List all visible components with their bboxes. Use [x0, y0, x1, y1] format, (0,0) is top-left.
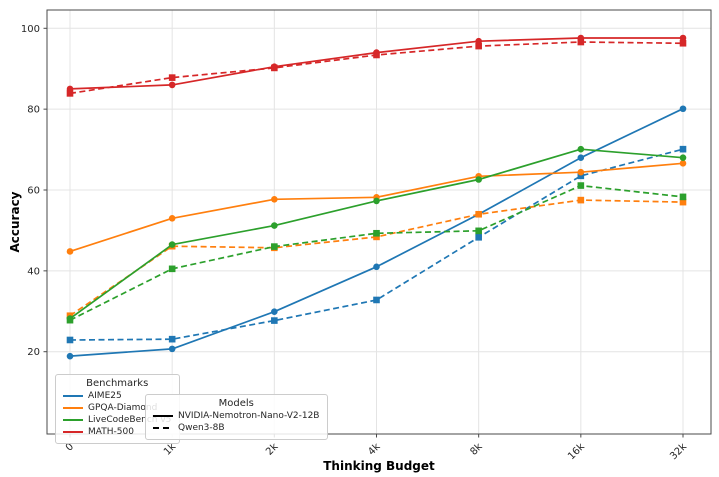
data-point-livecodebench-v5-dashed	[168, 265, 176, 273]
y-tick-label: 60	[27, 186, 40, 197]
x-tick-label: 8k	[468, 441, 485, 458]
data-point-math-500-solid	[168, 81, 176, 89]
x-axis-title: Thinking Budget	[323, 459, 435, 473]
benchmarks-legend-title: Benchmarks	[86, 378, 149, 389]
legend-item-livecodebench-v5: LiveCodeBench v5	[63, 415, 171, 425]
data-point-livecodebench-v5-dashed	[66, 316, 74, 324]
x-tick-label: 2k	[264, 441, 281, 458]
data-point-aime25-solid	[168, 345, 176, 353]
legend-label: LiveCodeBench v5	[88, 415, 172, 425]
qwen3-8b-line-swatch-icon	[153, 427, 173, 429]
data-point-gpqa-diamond-solid	[66, 248, 74, 255]
livecodebench-v5-line-swatch-icon	[63, 419, 83, 421]
gridlines	[47, 10, 711, 434]
gpqa-diamond-line-swatch-icon	[63, 407, 83, 409]
data-point-livecodebench-v5-solid	[271, 222, 278, 229]
data-point-livecodebench-v5-solid	[168, 241, 176, 248]
data-point-math-500-dashed	[577, 38, 585, 46]
data-point-livecodebench-v5-solid	[679, 154, 687, 161]
y-tick-label: 20	[27, 347, 40, 358]
data-point-math-500-dashed	[168, 74, 176, 81]
aime25-line-swatch-icon	[63, 395, 83, 397]
y-axis-title: Accuracy	[8, 191, 22, 253]
legend-label: Qwen3-8B	[178, 423, 225, 433]
data-point-aime25-solid	[271, 308, 278, 315]
legend-label: MATH-500	[88, 427, 134, 437]
x-tick-label: 16k	[566, 441, 587, 462]
math-500-line-swatch-icon	[63, 431, 83, 433]
data-point-livecodebench-v5-dashed	[475, 227, 482, 235]
data-point-aime25-dashed	[271, 317, 278, 324]
x-tick-label: 32k	[668, 441, 689, 462]
series-aime25-dashed	[66, 145, 687, 344]
data-point-gpqa-diamond-dashed	[475, 210, 482, 218]
legend-item-nvidia-nemotron-nano-v2-12b: NVIDIA-Nemotron-Nano-V2-12B	[153, 411, 319, 421]
data-point-aime25-dashed	[66, 336, 74, 344]
y-tick-label: 100	[21, 24, 40, 35]
data-point-livecodebench-v5-dashed	[679, 193, 687, 201]
series-gpqa-diamond-solid	[66, 160, 687, 255]
data-point-livecodebench-v5-dashed	[577, 182, 585, 189]
series-math-500-dashed	[66, 38, 687, 97]
data-point-gpqa-diamond-dashed	[577, 196, 585, 204]
data-point-aime25-dashed	[373, 296, 380, 304]
data-point-gpqa-diamond-solid	[271, 195, 278, 203]
data-point-livecodebench-v5-solid	[577, 145, 585, 153]
legend-item-math-500: MATH-500	[63, 427, 171, 437]
data-point-gpqa-diamond-solid	[679, 160, 687, 167]
data-point-math-500-dashed	[475, 42, 482, 50]
data-point-aime25-dashed	[475, 233, 482, 241]
x-tick-label: 4k	[366, 441, 383, 458]
data-point-aime25-solid	[66, 352, 74, 360]
data-point-aime25-solid	[373, 263, 380, 271]
series-aime25-solid	[66, 105, 687, 360]
data-point-math-500-dashed	[679, 39, 687, 47]
data-point-gpqa-diamond-dashed	[373, 233, 380, 241]
benchmarks-legend-items: AIME25 GPQA-Diamond LiveCodeBench v5 MATH-5…	[63, 391, 171, 437]
data-point-livecodebench-v5-dashed	[373, 229, 380, 237]
data-point-aime25-dashed	[679, 145, 687, 153]
y-tick-label: 80	[27, 105, 40, 116]
data-point-math-500-dashed	[271, 64, 278, 72]
data-point-livecodebench-v5-solid	[475, 176, 482, 183]
data-point-gpqa-diamond-solid	[168, 214, 176, 222]
data-point-aime25-solid	[679, 105, 687, 113]
data-point-gpqa-diamond-solid	[577, 168, 585, 176]
nvidia-nemotron-nano-v2-12b-line-swatch-icon	[153, 415, 173, 417]
data-point-math-500-dashed	[373, 51, 380, 59]
data-point-livecodebench-v5-dashed	[271, 243, 278, 250]
series-livecodebench-v5-dashed	[66, 182, 687, 324]
legend-label: NVIDIA-Nemotron-Nano-V2-12B	[178, 411, 320, 421]
legend-item-gpqa-diamond: GPQA-Diamond	[63, 403, 171, 413]
data-point-aime25-dashed	[577, 172, 585, 180]
data-point-math-500-solid	[679, 34, 687, 42]
legend-label: GPQA-Diamond	[88, 403, 158, 413]
legend-label: AIME25	[88, 391, 122, 401]
data-point-math-500-dashed	[66, 90, 74, 97]
data-point-gpqa-diamond-dashed	[679, 198, 687, 206]
data-point-aime25-dashed	[168, 335, 176, 343]
data-point-aime25-solid	[577, 154, 585, 161]
legend-item-qwen3-8b: Qwen3-8B	[153, 423, 319, 433]
data-point-livecodebench-v5-solid	[373, 197, 380, 205]
models-legend: Models NVIDIA-Nemotron-Nano-V2-12B Qwen3-…	[145, 394, 329, 440]
models-legend-items: NVIDIA-Nemotron-Nano-V2-12B Qwen3-8B	[153, 411, 319, 433]
y-tick-label: 40	[27, 266, 40, 277]
legend-item-aime25: AIME25	[63, 391, 171, 401]
models-legend-title: Models	[218, 398, 254, 409]
